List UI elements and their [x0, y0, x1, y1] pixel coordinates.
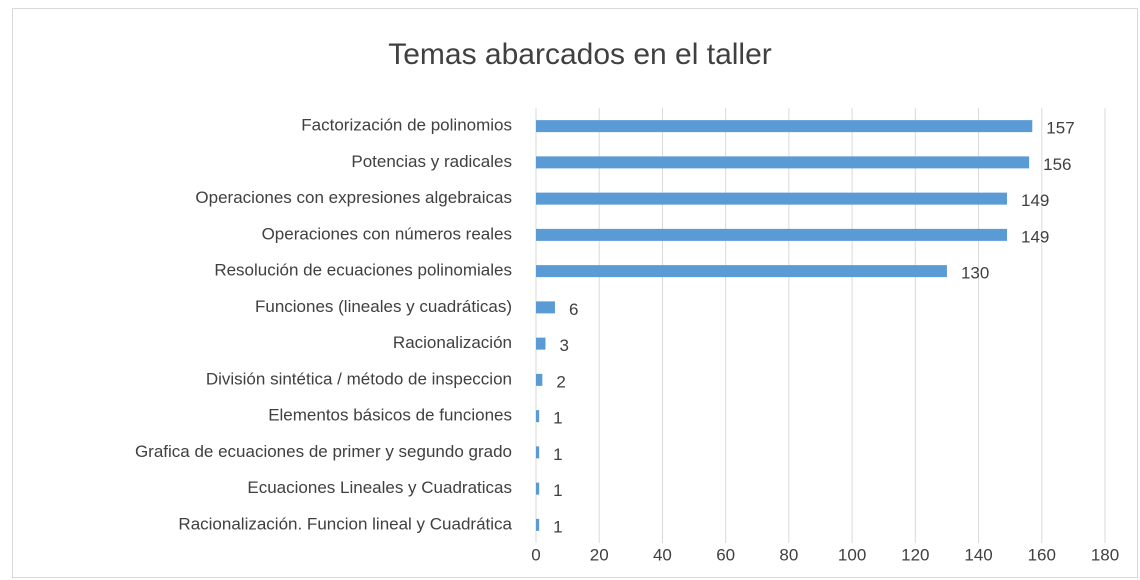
chart-border	[12, 8, 1138, 578]
x-tick-label: 0	[531, 545, 540, 564]
y-tick-label: Racionalización	[393, 333, 512, 352]
y-tick-label: Operaciones con expresiones algebraicas	[195, 188, 512, 207]
y-tick-label: Funciones (lineales y cuadráticas)	[255, 297, 512, 316]
data-label: 149	[1021, 227, 1049, 246]
bar	[536, 265, 947, 278]
data-label: 156	[1043, 155, 1071, 174]
data-label: 149	[1021, 191, 1049, 210]
bar	[536, 192, 1008, 205]
x-tick-label: 60	[716, 545, 735, 564]
data-label: 157	[1046, 119, 1074, 138]
x-tick-label: 40	[653, 545, 672, 564]
x-tick-label: 80	[779, 545, 798, 564]
bar	[536, 337, 546, 350]
x-tick-label: 100	[838, 545, 866, 564]
x-tick-label: 160	[1028, 545, 1056, 564]
y-tick-label: División sintética / método de inspeccio…	[206, 369, 512, 388]
bar	[536, 373, 543, 386]
data-label: 2	[556, 372, 565, 391]
bar	[536, 446, 540, 459]
y-tick-label: Grafica de ecuaciones de primer y segund…	[135, 442, 512, 461]
data-label: 1	[553, 445, 562, 464]
y-tick-label: Potencias y radicales	[351, 152, 512, 171]
data-label: 3	[559, 336, 568, 355]
y-tick-label: Factorización de polinomios	[301, 116, 512, 135]
data-label: 1	[553, 409, 562, 428]
data-label: 1	[553, 517, 562, 536]
x-tick-label: 180	[1091, 545, 1119, 564]
bar	[536, 228, 1008, 241]
y-tick-label: Elementos básicos de funciones	[268, 406, 512, 425]
y-tick-label: Racionalización. Funcion lineal y Cuadrá…	[178, 514, 512, 533]
bar	[536, 410, 540, 423]
bar	[536, 301, 555, 314]
y-tick-label: Resolución de ecuaciones polinomiales	[214, 261, 512, 280]
bar	[536, 120, 1033, 133]
data-label: 130	[961, 264, 989, 283]
bar	[536, 156, 1030, 169]
x-tick-label: 20	[590, 545, 609, 564]
x-tick-label: 120	[901, 545, 929, 564]
data-label: 6	[569, 300, 578, 319]
bar	[536, 518, 540, 531]
x-tick-label: 140	[964, 545, 992, 564]
data-label: 1	[553, 481, 562, 500]
y-tick-label: Ecuaciones Lineales y Cuadraticas	[247, 478, 512, 497]
bar	[536, 482, 540, 495]
chart-title: Temas abarcados en el taller	[388, 38, 772, 71]
y-tick-label: Operaciones con números reales	[262, 224, 512, 243]
